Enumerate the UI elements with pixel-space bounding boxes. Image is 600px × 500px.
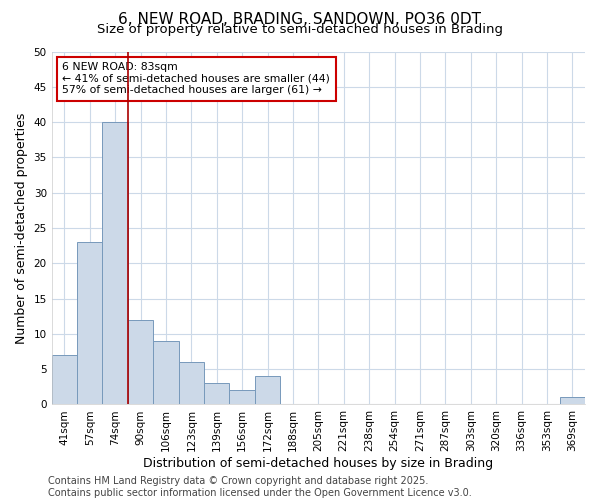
Bar: [560, 398, 585, 404]
Bar: [153, 341, 179, 404]
Bar: [179, 362, 204, 405]
X-axis label: Distribution of semi-detached houses by size in Brading: Distribution of semi-detached houses by …: [143, 457, 493, 470]
Bar: [255, 376, 280, 404]
Bar: [77, 242, 103, 404]
Text: 6, NEW ROAD, BRADING, SANDOWN, PO36 0DT: 6, NEW ROAD, BRADING, SANDOWN, PO36 0DT: [119, 12, 482, 28]
Bar: [103, 122, 128, 405]
Text: Size of property relative to semi-detached houses in Brading: Size of property relative to semi-detach…: [97, 22, 503, 36]
Y-axis label: Number of semi-detached properties: Number of semi-detached properties: [15, 112, 28, 344]
Text: Contains HM Land Registry data © Crown copyright and database right 2025.
Contai: Contains HM Land Registry data © Crown c…: [48, 476, 472, 498]
Bar: [229, 390, 255, 404]
Bar: [204, 384, 229, 404]
Bar: [128, 320, 153, 404]
Text: 6 NEW ROAD: 83sqm
← 41% of semi-detached houses are smaller (44)
57% of semi-det: 6 NEW ROAD: 83sqm ← 41% of semi-detached…: [62, 62, 330, 96]
Bar: [52, 355, 77, 405]
